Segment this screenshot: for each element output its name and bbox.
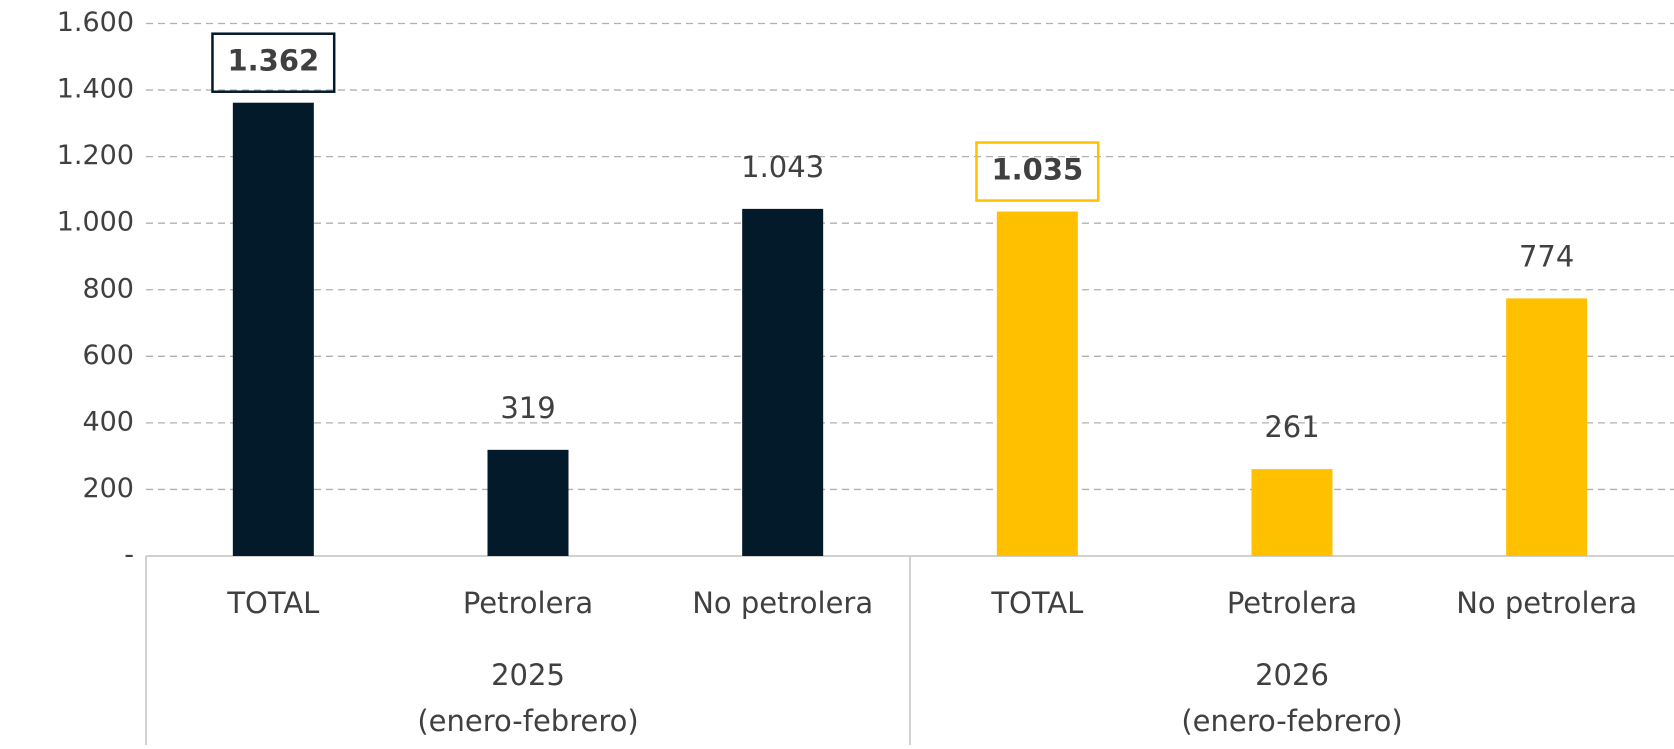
bar	[742, 208, 824, 556]
value-label: 1.362	[227, 44, 319, 78]
group-label: (enero-febrero)	[1181, 704, 1402, 738]
bar	[1506, 298, 1588, 556]
group-label: 2025	[491, 658, 565, 692]
value-label: 1.035	[991, 153, 1083, 187]
y-tick-label: 400	[82, 406, 134, 437]
group-label: (enero-febrero)	[417, 704, 638, 738]
value-label: 319	[500, 391, 555, 425]
x-tick-label: TOTAL	[226, 586, 319, 620]
y-tick-label: 1.600	[57, 7, 134, 38]
group-label: 2026	[1255, 658, 1329, 692]
y-tick-label: 200	[82, 473, 134, 504]
y-tick-label: 1.000	[57, 207, 134, 238]
y-tick-label: 600	[82, 340, 134, 371]
x-tick-label: Petrolera	[463, 586, 593, 620]
value-label-box	[211, 32, 336, 93]
bar	[232, 102, 314, 556]
bar	[1251, 469, 1333, 556]
y-tick-label: 800	[82, 273, 134, 304]
value-label: 1.043	[741, 150, 824, 184]
y-tick-label: 1.400	[57, 74, 134, 105]
y-tick-label: 1.200	[57, 140, 134, 171]
x-tick-label: TOTAL	[990, 586, 1083, 620]
x-tick-label: No petrolera	[692, 586, 873, 620]
x-tick-label: Petrolera	[1227, 586, 1357, 620]
x-tick-label: No petrolera	[1456, 586, 1637, 620]
bar	[996, 211, 1078, 556]
bar	[487, 449, 569, 556]
y-tick-label: -	[124, 540, 134, 571]
value-label: 261	[1264, 410, 1319, 444]
value-label-box	[975, 141, 1100, 202]
value-label: 774	[1519, 239, 1574, 273]
